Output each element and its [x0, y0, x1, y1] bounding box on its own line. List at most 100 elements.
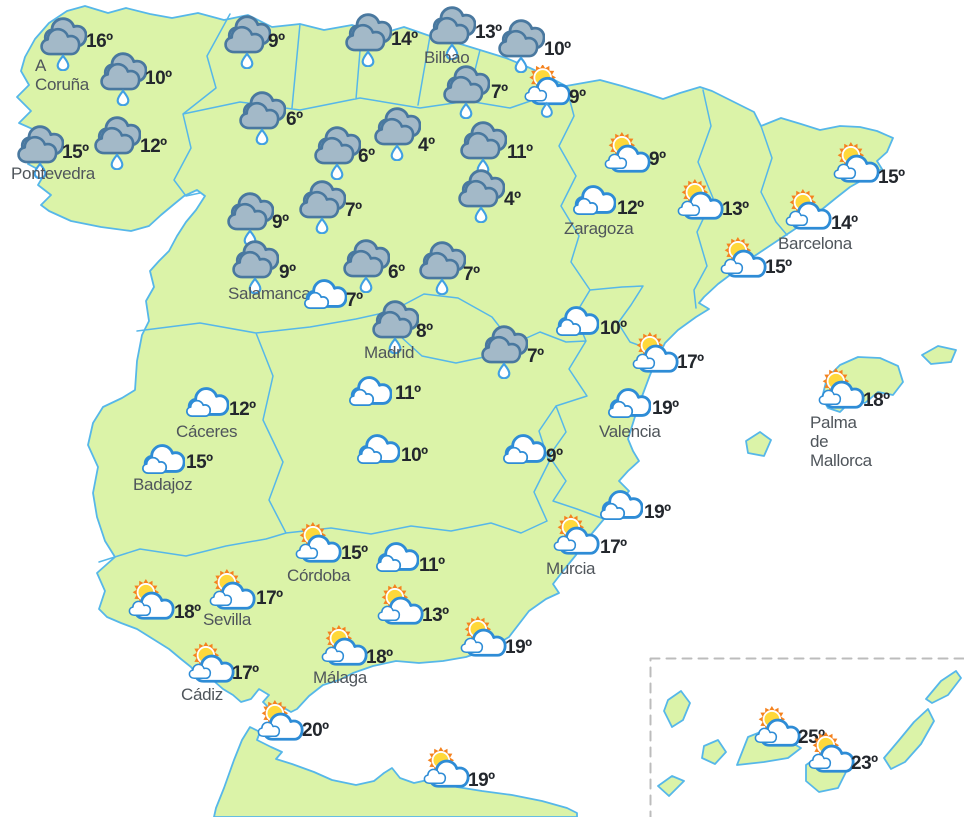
temperature-label: 15º [878, 167, 905, 188]
rain-icon [39, 16, 88, 76]
sun-cloud-icon [601, 132, 651, 180]
rain-icon [99, 51, 148, 111]
rain-icon [231, 239, 280, 299]
rain-icon [238, 90, 287, 150]
sun-rain-icon [521, 64, 571, 125]
temperature-label: 17º [677, 352, 704, 373]
cloud-icon [348, 375, 393, 414]
city-label: Murcia [546, 559, 596, 578]
cloud-icon [572, 184, 617, 223]
city-label: Valencia [599, 422, 661, 441]
sun-cloud-icon [751, 706, 801, 754]
cloud-icon [555, 305, 600, 344]
rain-icon [497, 18, 546, 78]
temperature-label: 17º [232, 663, 259, 684]
rain-icon [457, 168, 506, 228]
temperature-label: 9º [569, 87, 586, 108]
sun-cloud-icon [674, 179, 724, 227]
temperature-label: 9º [268, 31, 285, 52]
rain-icon [93, 115, 142, 175]
temperature-label: 7º [463, 264, 480, 285]
city-label: Bilbao [424, 48, 470, 67]
rain-icon [223, 14, 272, 74]
city-label: Barcelona [778, 234, 852, 253]
sun-cloud-icon [457, 616, 507, 664]
city-label: Pontevedra [11, 164, 95, 183]
temperature-label: 10º [600, 318, 627, 339]
city-label: Zaragoza [564, 219, 634, 238]
rain-icon [313, 125, 362, 185]
rain-icon [428, 5, 477, 65]
sun-cloud-icon [125, 579, 175, 627]
city-label: Sevilla [203, 610, 251, 629]
temperature-label: 19º [652, 398, 679, 419]
temperature-label: 12º [617, 198, 644, 219]
sun-cloud-icon [254, 700, 304, 748]
temperature-label: 18º [174, 602, 201, 623]
rain-icon [342, 238, 391, 298]
rain-icon [373, 106, 422, 166]
temperature-label: 7º [527, 346, 544, 367]
city-label: Salamanca [228, 284, 311, 303]
temperature-label: 15º [765, 257, 792, 278]
rain-icon [442, 64, 491, 124]
temperature-label: 13º [722, 199, 749, 220]
sun-cloud-icon [830, 142, 880, 190]
temperature-label: 11º [507, 142, 533, 163]
rain-icon [418, 240, 467, 300]
cloud-icon [375, 541, 420, 580]
rain-icon [480, 324, 529, 384]
rain-icon [16, 124, 65, 184]
temperature-label: 7º [346, 290, 363, 311]
sun-cloud-icon [815, 368, 865, 416]
spain-mainland [16, 5, 894, 713]
city-label: Palma de Mallorca [810, 413, 872, 471]
temperature-label: 13º [475, 22, 502, 43]
temperature-label: 11º [419, 555, 445, 576]
temperature-label: 4º [504, 189, 521, 210]
sun-cloud-icon [782, 189, 832, 237]
sun-cloud-icon [185, 642, 235, 690]
temperature-label: 13º [422, 605, 449, 626]
temperature-label: 11º [395, 383, 421, 404]
temperature-label: 17º [600, 537, 627, 558]
canary-islands-inset [649, 657, 964, 817]
temperature-label: 6º [358, 146, 375, 167]
temperature-label: 9º [279, 262, 296, 283]
sun-cloud-icon [629, 332, 679, 380]
sun-cloud-icon [420, 747, 470, 795]
temperature-label: 6º [388, 262, 405, 283]
temperature-label: 9º [546, 446, 563, 467]
sun-cloud-icon [374, 584, 424, 632]
temperature-label: 12º [229, 399, 256, 420]
rain-icon [226, 191, 275, 251]
temperature-label: 15º [341, 543, 368, 564]
cloud-icon [356, 433, 401, 472]
temperature-label: 9º [272, 212, 289, 233]
city-label: Madrid [364, 343, 415, 362]
temperature-label: 7º [491, 82, 508, 103]
temperature-label: 14º [831, 213, 858, 234]
temperature-label: 18º [366, 647, 393, 668]
sun-cloud-icon [550, 514, 600, 562]
temperature-label: 4º [418, 135, 435, 156]
rain-icon [344, 12, 393, 72]
temperature-label: 8º [416, 321, 433, 342]
city-label: Cádiz [181, 685, 223, 704]
cloud-icon [599, 489, 644, 528]
rain-icon [298, 179, 347, 239]
temperature-label: 16º [86, 31, 113, 52]
temperature-label: 7º [345, 200, 362, 221]
sun-cloud-icon [292, 522, 342, 570]
city-label: A Coruña [35, 56, 89, 95]
temperature-label: 20º [302, 720, 329, 741]
temperature-label: 9º [649, 149, 666, 170]
temperature-label: 10º [401, 445, 428, 466]
temperature-label: 15º [186, 452, 213, 473]
temperature-label: 6º [286, 109, 303, 130]
temperature-label: 23º [851, 753, 878, 774]
sun-cloud-icon [318, 625, 368, 673]
sun-cloud-icon [805, 732, 855, 780]
temperature-label: 17º [256, 588, 283, 609]
